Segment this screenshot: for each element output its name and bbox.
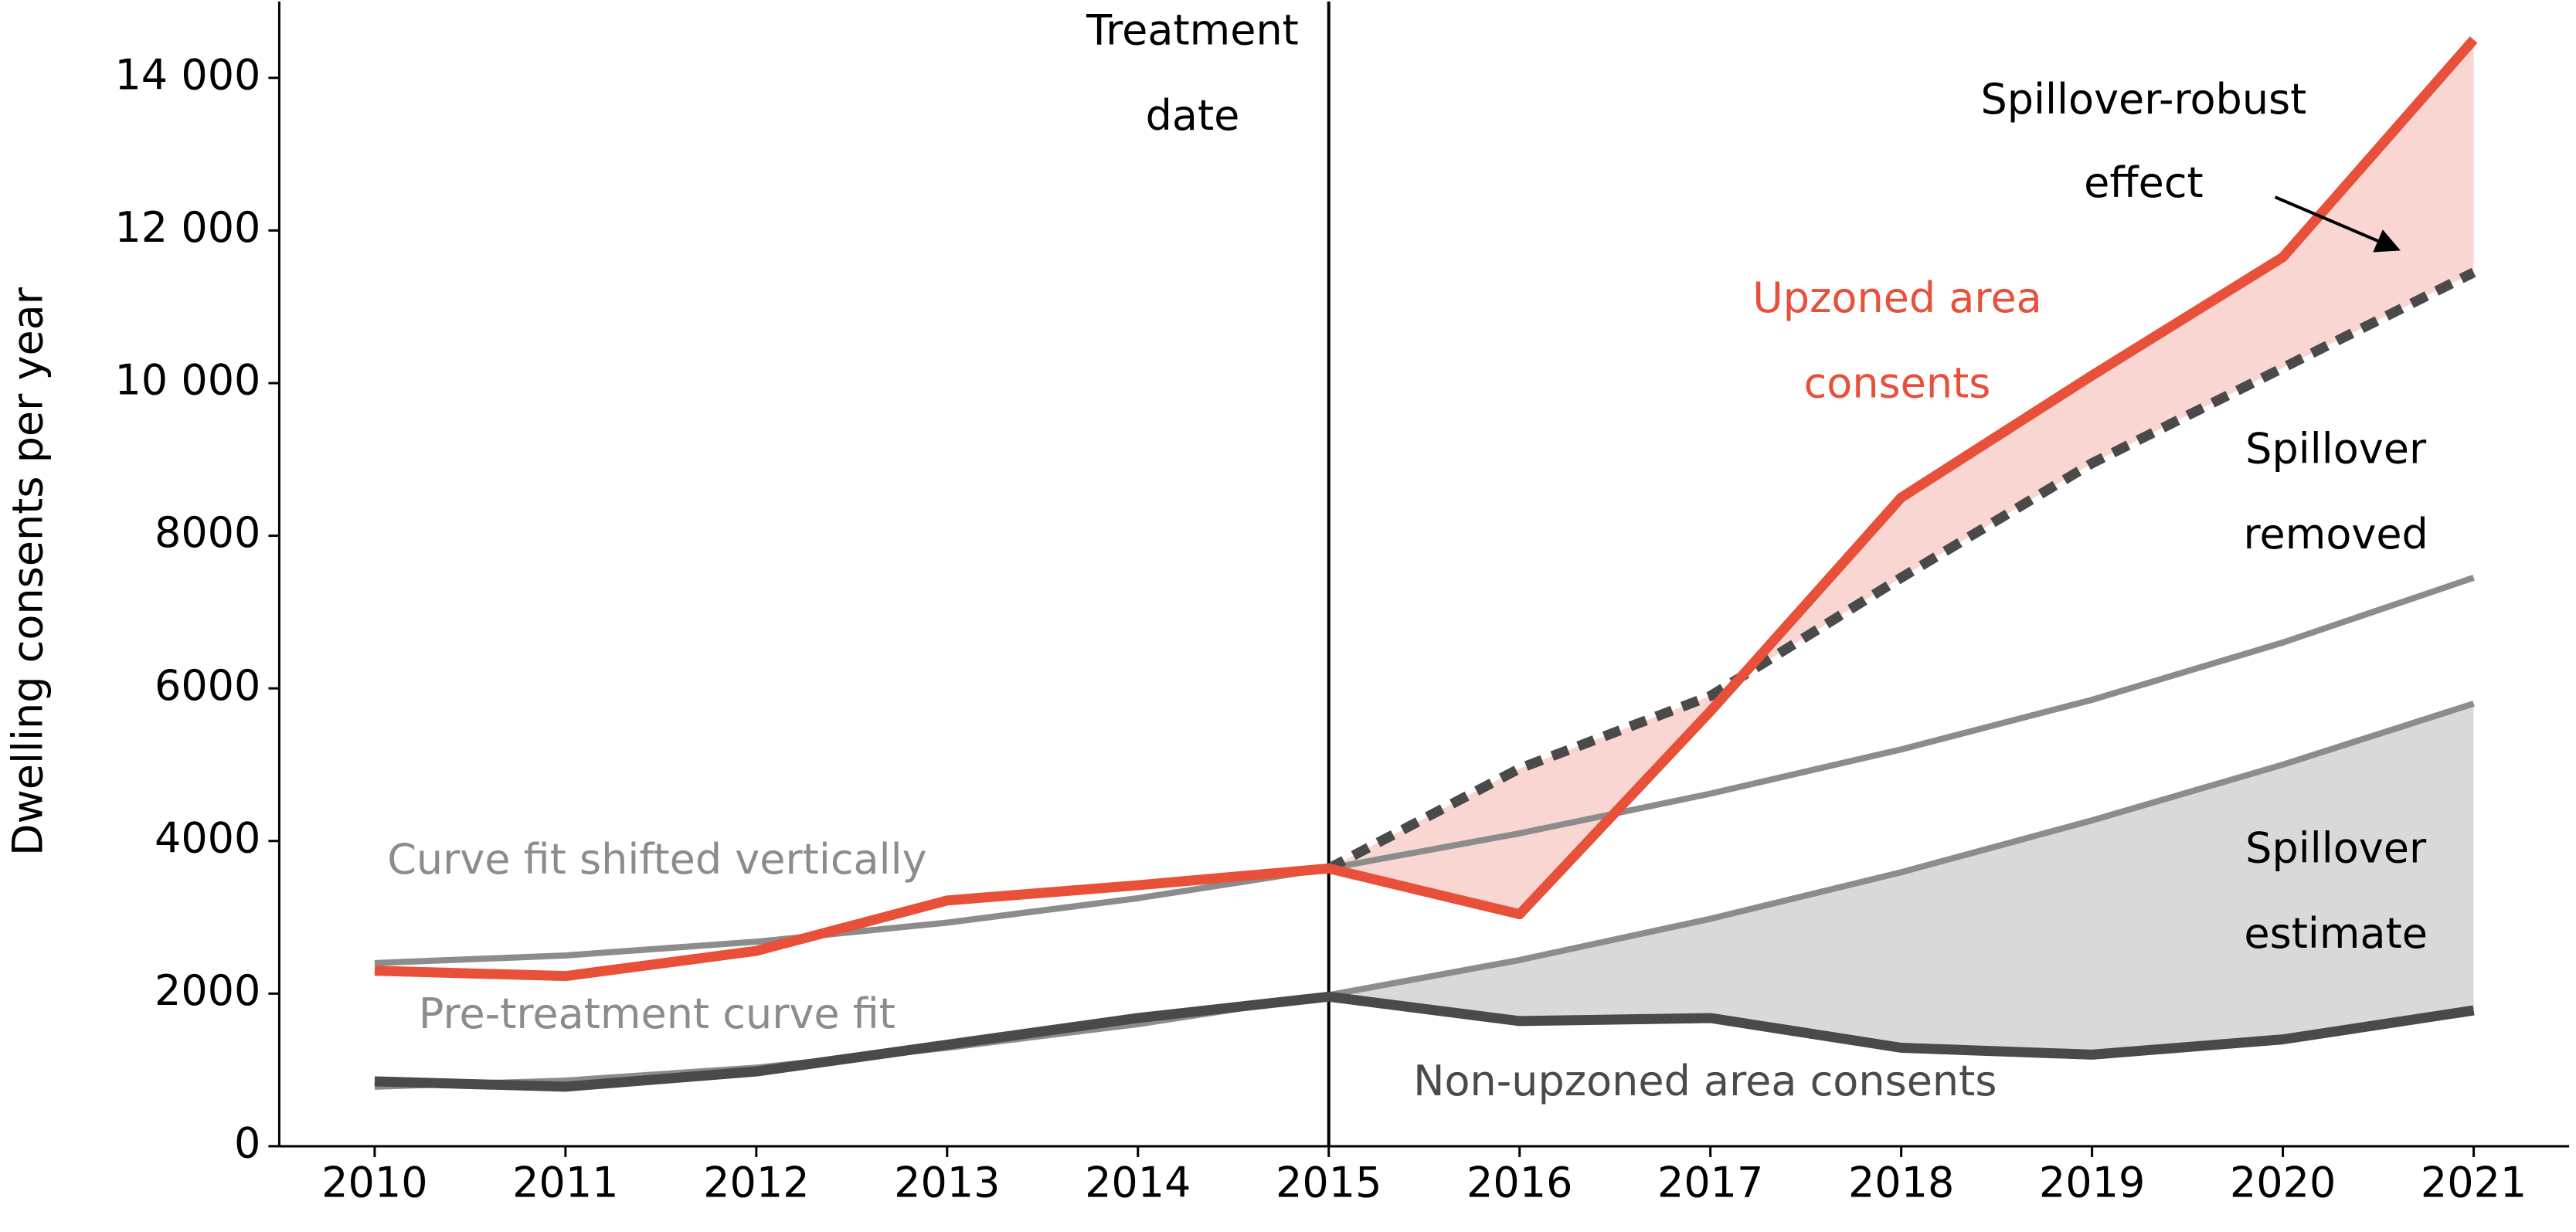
y-tick-label: 12 000 [114,203,260,252]
annotation-line: Curve fit shifted vertically [387,835,926,884]
annotation-line: effect [2084,158,2204,207]
y-tick-label: 10 000 [114,356,260,405]
x-tick-label: 2016 [1466,1159,1572,1207]
annotation-line: Pre-treatment curve fit [419,989,895,1038]
annotation-line: Treatment [1086,5,1299,54]
y-tick-label: 8000 [155,508,260,557]
x-tick-label: 2021 [2421,1159,2527,1207]
annotation: Spillover removed [2244,424,2428,558]
series-line [374,575,2475,966]
x-tick-label: 2013 [894,1159,1000,1207]
annotation: Spillover-robust effect [1980,74,2306,206]
annotation: Non-upzoned area consents [1413,1057,1997,1105]
annotation-arrow [2274,195,2401,253]
x-tick-label: 2017 [1657,1159,1763,1207]
annotation-line: Non-upzoned area consents [1413,1057,1997,1105]
annotation-line: Upzoned area [1752,273,2042,322]
series-line [374,991,2475,1092]
x-tick-label: 2014 [1085,1159,1191,1207]
shaded-area [1328,39,2474,915]
y-tick-label: 4000 [155,813,260,862]
x-tick-label: 2012 [703,1159,809,1207]
x-tick-label: 2020 [2230,1159,2336,1207]
annotation: Upzoned area consents [1752,273,2042,408]
annotation-line: consents [1804,358,1991,407]
y-axis-label: Dwelling consents per year [4,287,53,856]
y-tick-label: 2000 [155,966,260,1015]
x-tick-label: 2015 [1276,1159,1381,1207]
y-tick-label: 0 [234,1119,260,1168]
annotation-line: Spillover [2245,823,2427,872]
annotation-line: removed [2244,510,2428,558]
annotation: Spillover estimate [2244,823,2428,958]
annotation-line: estimate [2244,908,2428,957]
annotation: Curve fit shifted vertically [387,835,926,884]
annotation-line: Spillover [2245,424,2427,473]
y-tick-label: 14 000 [114,50,260,99]
series-line [374,36,2478,982]
series-line [1326,267,2476,874]
annotation-line: date [1146,91,1240,140]
annotation: Treatment date [1086,5,1299,140]
x-tick-label: 2011 [512,1159,618,1207]
x-tick-label: 2018 [1848,1159,1954,1207]
x-tick-label: 2019 [2039,1159,2145,1207]
shaded-area [1328,703,2474,1055]
x-tick-label: 2010 [321,1159,427,1207]
annotation-line: Spillover-robust [1980,74,2306,123]
y-tick-label: 6000 [155,661,260,710]
annotation: Pre-treatment curve fit [419,989,895,1038]
